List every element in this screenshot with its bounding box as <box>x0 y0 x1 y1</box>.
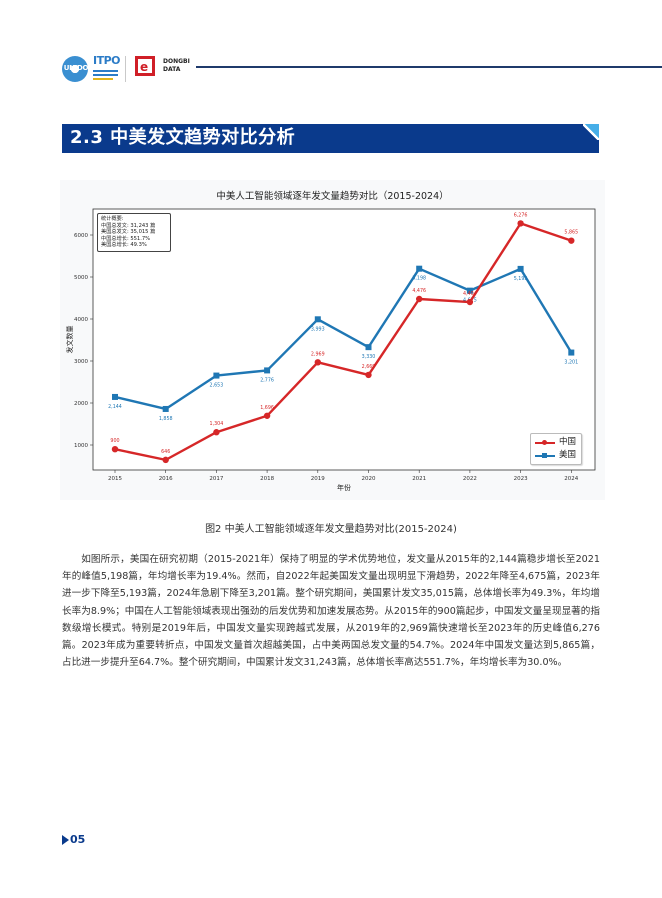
chart-legend: 中国 美国 <box>530 433 582 465</box>
svg-text:2015: 2015 <box>108 476 122 482</box>
body-paragraph-block: 如图所示，美国在研究初期（2015-2021年）保持了明显的学术优势地位，发文量… <box>62 551 600 671</box>
svg-text:5,193: 5,193 <box>514 276 528 282</box>
page-footer: 05 <box>62 829 85 847</box>
svg-text:3,201: 3,201 <box>564 360 578 366</box>
svg-text:2,969: 2,969 <box>311 351 325 357</box>
svg-text:3,993: 3,993 <box>311 326 325 332</box>
page-arrow-icon <box>62 834 69 845</box>
svg-text:2000: 2000 <box>74 401 88 407</box>
svg-text:2022: 2022 <box>463 476 477 482</box>
legend-item-china: 中国 <box>535 436 581 448</box>
logo-divider <box>125 56 126 82</box>
chart-plot-area: 1000 2000 3000 4000 5000 6000 2015 2016 2017 2018… <box>65 208 596 492</box>
svg-text:2024: 2024 <box>564 476 578 482</box>
svg-text:2016: 2016 <box>159 476 173 482</box>
dongbi-logo-icon: e <box>135 56 155 76</box>
svg-text:646: 646 <box>161 449 170 455</box>
svg-text:发文数量: 发文数量 <box>65 326 74 354</box>
page-number: 05 <box>70 833 86 846</box>
svg-text:4,404: 4,404 <box>463 291 477 297</box>
figure-caption: 图2 中美人工智能领域逐年发文量趋势对比(2015-2024) <box>205 524 457 535</box>
svg-text:4,476: 4,476 <box>412 288 426 294</box>
itpo-logo-label: ITPO <box>93 54 121 67</box>
svg-text:2,669: 2,669 <box>362 364 376 370</box>
page-header: UNIDO ITPO e DONGBI DATA <box>0 40 662 100</box>
svg-text:5,865: 5,865 <box>564 230 578 236</box>
svg-text:年份: 年份 <box>337 483 351 492</box>
svg-text:2021: 2021 <box>412 476 426 482</box>
svg-text:2023: 2023 <box>514 476 528 482</box>
svg-text:3000: 3000 <box>74 359 88 365</box>
svg-text:2019: 2019 <box>311 476 325 482</box>
stats-summary-box: 统计概要: 中国总发文: 31,243 篇 美国总发文: 35,015 篇 中国… <box>97 213 171 252</box>
unido-logo-icon <box>62 56 88 82</box>
circle-marker-icon <box>542 440 547 445</box>
svg-text:2,776: 2,776 <box>260 377 274 383</box>
section-title-bar: 2.3 中美发文趋势对比分析 <box>62 124 599 153</box>
svg-text:2017: 2017 <box>209 476 223 482</box>
svg-text:4000: 4000 <box>74 317 88 323</box>
svg-text:6,276: 6,276 <box>514 212 528 218</box>
svg-text:2018: 2018 <box>260 476 274 482</box>
svg-text:3,330: 3,330 <box>362 354 376 360</box>
chart-title: 中美人工智能领域逐年发文量趋势对比（2015-2024） <box>216 191 449 202</box>
square-marker-icon <box>542 453 547 458</box>
svg-text:5,198: 5,198 <box>412 276 426 282</box>
itpo-logo-icon: ITPO <box>93 54 121 84</box>
svg-text:900: 900 <box>110 438 119 444</box>
svg-text:2020: 2020 <box>362 476 376 482</box>
unido-logo-label: UNIDO <box>63 64 89 72</box>
section-title: 2.3 中美发文趋势对比分析 <box>70 127 296 148</box>
svg-text:6000: 6000 <box>74 233 88 239</box>
svg-text:1,696: 1,696 <box>260 405 274 411</box>
dongbi-logo-label: DONGBI DATA <box>163 58 190 73</box>
svg-text:5000: 5000 <box>74 275 88 281</box>
corner-accent-icon <box>583 124 599 140</box>
line-chart: 中美人工智能领域逐年发文量趋势对比（2015-2024） 1000 2000 300… <box>60 180 605 500</box>
body-paragraph: 如图所示，美国在研究初期（2015-2021年）保持了明显的学术优势地位，发文量… <box>62 554 600 669</box>
svg-text:1,304: 1,304 <box>210 421 224 427</box>
header-rule <box>196 66 662 68</box>
svg-text:2,144: 2,144 <box>108 404 122 410</box>
svg-text:1000: 1000 <box>74 443 88 449</box>
svg-text:1,858: 1,858 <box>159 416 173 422</box>
svg-text:2,653: 2,653 <box>210 383 224 389</box>
legend-item-usa: 美国 <box>535 449 581 461</box>
